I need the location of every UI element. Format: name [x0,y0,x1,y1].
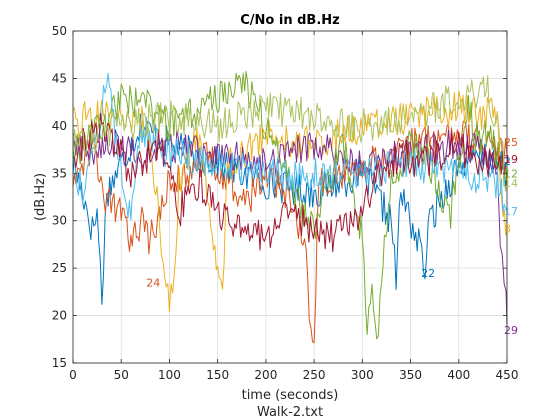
x-tick-label: 300 [351,368,374,382]
x-tick-label: 200 [254,368,277,382]
x-axis-label: time (seconds) [242,388,339,403]
x-tick-label: 350 [399,368,422,382]
series-label: 19 [504,153,518,166]
series-label: 17 [504,205,518,218]
x-tick-label: 100 [158,368,181,382]
y-tick-label: 50 [52,24,67,38]
y-tick-label: 40 [52,119,67,133]
x-tick-label: 250 [303,368,326,382]
x-tick-label: 0 [69,368,77,382]
y-tick-label: 25 [52,261,67,275]
footer-label: Walk-2.txt [257,405,323,420]
series-label: 22 [421,267,435,280]
series-label: 24 [146,276,160,289]
chart-title: C/No in dB.Hz [240,13,339,28]
series-label: 29 [504,324,518,337]
y-tick-label: 45 [52,71,67,85]
series-label: 8 [504,222,511,235]
y-axis-label: (dB.Hz) [33,173,48,221]
x-tick-label: 50 [114,368,129,382]
y-tick-label: 30 [52,214,67,228]
y-tick-label: 15 [52,356,67,370]
x-tick-label: 400 [447,368,470,382]
series-label: 14 [504,177,518,190]
y-tick-label: 35 [52,166,67,180]
x-tick-label: 150 [206,368,229,382]
x-tick-label: 450 [496,368,519,382]
series-label: 25 [504,136,518,149]
y-tick-label: 20 [52,309,67,323]
